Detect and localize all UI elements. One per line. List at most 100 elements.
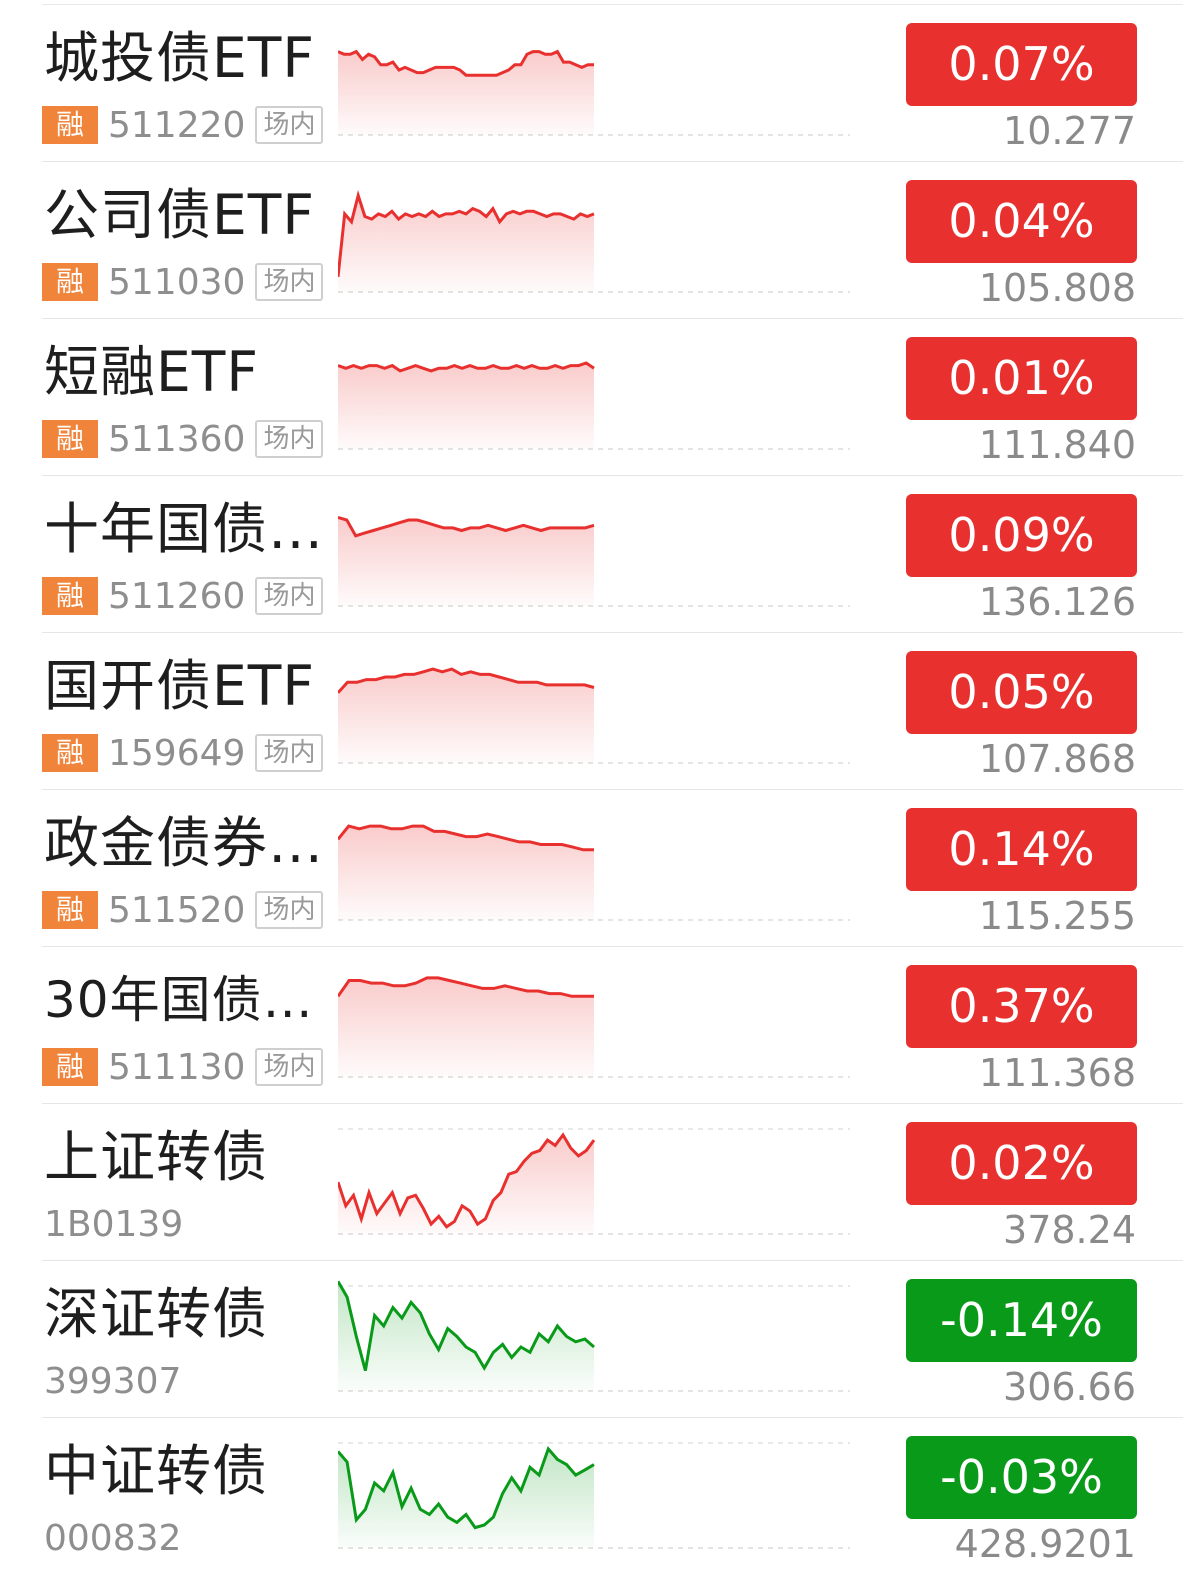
sparkline-area: [338, 517, 594, 606]
last-price: 107.868: [978, 737, 1136, 781]
security-meta: 000832: [42, 1517, 182, 1559]
sparkline-chart: [338, 1442, 850, 1549]
exchange-tag: 场内: [255, 263, 324, 301]
last-price: 306.66: [1003, 1365, 1136, 1409]
sparkline-chart: [338, 1280, 850, 1392]
list-item[interactable]: 深证转债 399307 -0.14% 306.66: [42, 1261, 1183, 1418]
sparkline-line: [338, 49, 594, 77]
security-meta: 融 511520 场内: [42, 889, 324, 931]
sparkline-area: [338, 826, 594, 920]
sparkline-area: [338, 195, 594, 292]
security-name: 国开债ETF: [44, 654, 315, 718]
security-meta: 融 511130 场内: [42, 1046, 324, 1088]
sparkline-line: [338, 1132, 596, 1229]
list-item[interactable]: 短融ETF 融 511360 场内 0.01% 111.840: [42, 319, 1183, 476]
sparkline-area: [338, 1448, 594, 1548]
etf-list: 城投债ETF 融 511220 场内 0.07% 10.277 公司债ETF 融 511030 场…: [0, 5, 1183, 1574]
security-meta: 融 511360 场内: [42, 418, 324, 460]
margin-badge: 融: [42, 734, 98, 772]
sparkline-line: [338, 976, 594, 998]
sparkline-chart: [338, 667, 850, 764]
security-meta: 融 511220 场内: [42, 104, 324, 146]
security-code: 000832: [44, 1517, 182, 1559]
list-item[interactable]: 城投债ETF 融 511220 场内 0.07% 10.277: [42, 5, 1183, 162]
list-item[interactable]: 国开债ETF 融 159649 场内 0.05% 107.868: [42, 633, 1183, 790]
security-code: 511260: [108, 575, 246, 617]
security-meta: 融 511260 场内: [42, 575, 324, 617]
sparkline-line: [338, 190, 595, 278]
security-name: 公司债ETF: [44, 183, 315, 247]
exchange-tag: 场内: [255, 1048, 324, 1086]
security-code: 159649: [108, 732, 246, 774]
security-code: 511220: [108, 104, 246, 146]
last-price: 10.277: [1003, 109, 1136, 153]
exchange-tag: 场内: [255, 577, 324, 615]
security-name: 深证转债: [44, 1282, 269, 1346]
margin-badge: 融: [42, 420, 98, 458]
security-code: 1B0139: [44, 1203, 184, 1245]
security-meta: 融 159649 场内: [42, 732, 324, 774]
sparkline-area: [338, 363, 594, 449]
sparkline-area: [338, 51, 594, 135]
change-badge[interactable]: 0.14%: [906, 808, 1137, 891]
exchange-tag: 场内: [255, 891, 324, 929]
change-badge[interactable]: 0.05%: [906, 651, 1137, 734]
security-name: 短融ETF: [44, 340, 259, 404]
last-price: 115.255: [978, 894, 1136, 938]
sparkline-chart: [338, 515, 850, 607]
sparkline-chart: [338, 1128, 850, 1235]
change-badge[interactable]: 0.02%: [906, 1122, 1137, 1205]
sparkline-line: [338, 361, 595, 373]
change-badge[interactable]: -0.03%: [906, 1436, 1137, 1519]
sparkline-chart: [338, 824, 850, 921]
sparkline-line: [338, 1280, 595, 1371]
last-price: 136.126: [978, 580, 1136, 624]
sparkline-chart: [338, 190, 850, 293]
security-code: 399307: [44, 1360, 182, 1402]
security-name: 上证转债: [44, 1125, 269, 1189]
change-badge[interactable]: 0.04%: [906, 180, 1137, 263]
security-meta: 1B0139: [42, 1203, 184, 1245]
security-name: 城投债ETF: [44, 26, 315, 90]
list-item[interactable]: 上证转债 1B0139 0.02% 378.24: [42, 1104, 1183, 1261]
list-item[interactable]: 公司债ETF 融 511030 场内 0.04% 105.808: [42, 162, 1183, 319]
change-badge[interactable]: 0.01%: [906, 337, 1137, 420]
margin-badge: 融: [42, 263, 98, 301]
sparkline-line: [338, 824, 594, 852]
sparkline-line: [338, 1445, 595, 1530]
change-badge[interactable]: 0.07%: [906, 23, 1137, 106]
last-price: 111.368: [978, 1051, 1136, 1095]
last-price: 111.840: [978, 423, 1136, 467]
security-code: 511360: [108, 418, 246, 460]
last-price: 428.9201: [954, 1522, 1136, 1566]
margin-badge: 融: [42, 577, 98, 615]
last-price: 105.808: [978, 266, 1136, 310]
security-name: 十年国债ETF: [44, 497, 334, 561]
margin-badge: 融: [42, 106, 98, 144]
sparkline-area: [338, 669, 594, 763]
margin-badge: 融: [42, 1048, 98, 1086]
security-meta: 399307: [42, 1360, 182, 1402]
list-item[interactable]: 中证转债 000832 -0.03% 428.9201: [42, 1418, 1183, 1574]
security-name: 30年国债ET...: [44, 971, 334, 1029]
exchange-tag: 场内: [255, 420, 324, 458]
last-price: 378.24: [1003, 1208, 1136, 1252]
sparkline-line: [338, 667, 595, 694]
sparkline-chart: [338, 361, 850, 450]
change-badge[interactable]: -0.14%: [906, 1279, 1137, 1362]
change-badge[interactable]: 0.09%: [906, 494, 1137, 577]
top-divider: [42, 4, 1183, 5]
margin-badge: 融: [42, 891, 98, 929]
exchange-tag: 场内: [255, 734, 324, 772]
security-code: 511130: [108, 1046, 246, 1088]
sparkline-area: [338, 1281, 594, 1391]
security-meta: 融 511030 场内: [42, 262, 324, 303]
change-badge[interactable]: 0.37%: [906, 965, 1137, 1048]
sparkline-line: [338, 515, 595, 538]
security-code: 511520: [108, 889, 246, 931]
security-name: 中证转债: [44, 1439, 269, 1503]
sparkline-chart: [338, 976, 850, 1078]
